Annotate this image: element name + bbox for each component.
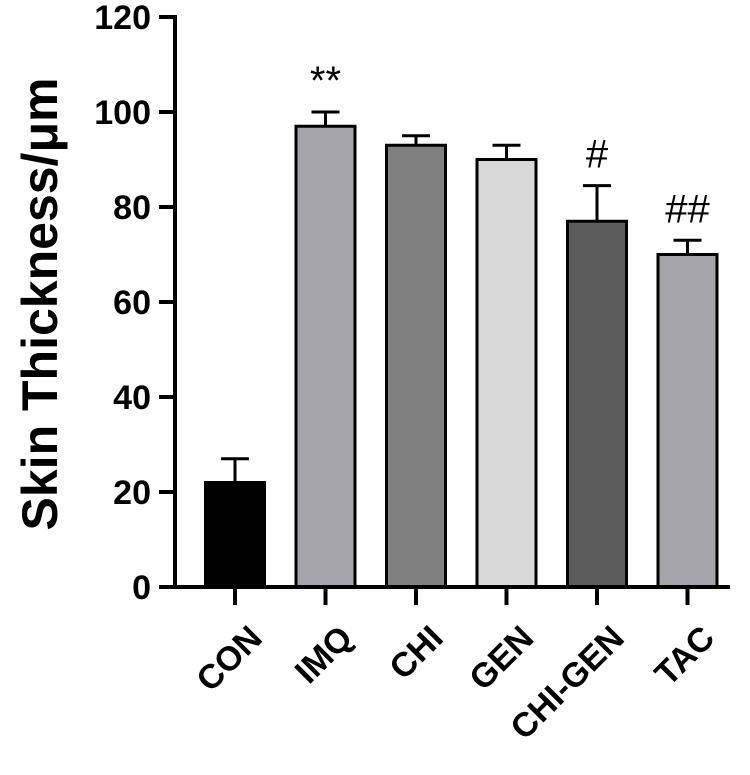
y-tick-label: 80: [113, 189, 151, 227]
bar-chi: [385, 143, 447, 589]
error-bars: [221, 110, 702, 483]
bar-chi-gen: [566, 219, 628, 589]
x-tick-label-gen: GEN: [462, 619, 541, 698]
y-tick-label: 0: [132, 569, 151, 607]
bar-imq: [294, 124, 357, 589]
y-tick-label: 100: [94, 94, 151, 132]
y-tick-label: 60: [113, 284, 151, 322]
annotation-imq: **: [310, 59, 341, 103]
y-tick-label: 40: [113, 379, 151, 417]
bar-gen: [475, 158, 538, 589]
y-axis-label: Skin Thickness/μm: [12, 78, 68, 531]
bar-con: [204, 481, 266, 589]
bar-tac: [656, 253, 719, 589]
annotation-tac: ##: [665, 187, 710, 231]
x-tick-label-con: CON: [189, 619, 269, 699]
x-tick-label-chi: CHI: [382, 619, 450, 687]
x-tick-label-imq: IMQ: [288, 619, 360, 691]
y-tick-label: 20: [113, 474, 151, 512]
significance-annotations: **###: [310, 59, 711, 231]
annotation-chi-gen: #: [586, 133, 609, 177]
y-axis-ticks: 0 20 40 60 80 100 120: [94, 0, 175, 607]
x-tick-label-tac: TAC: [648, 619, 723, 694]
y-tick-label: 120: [94, 0, 151, 37]
bars: [204, 124, 719, 589]
